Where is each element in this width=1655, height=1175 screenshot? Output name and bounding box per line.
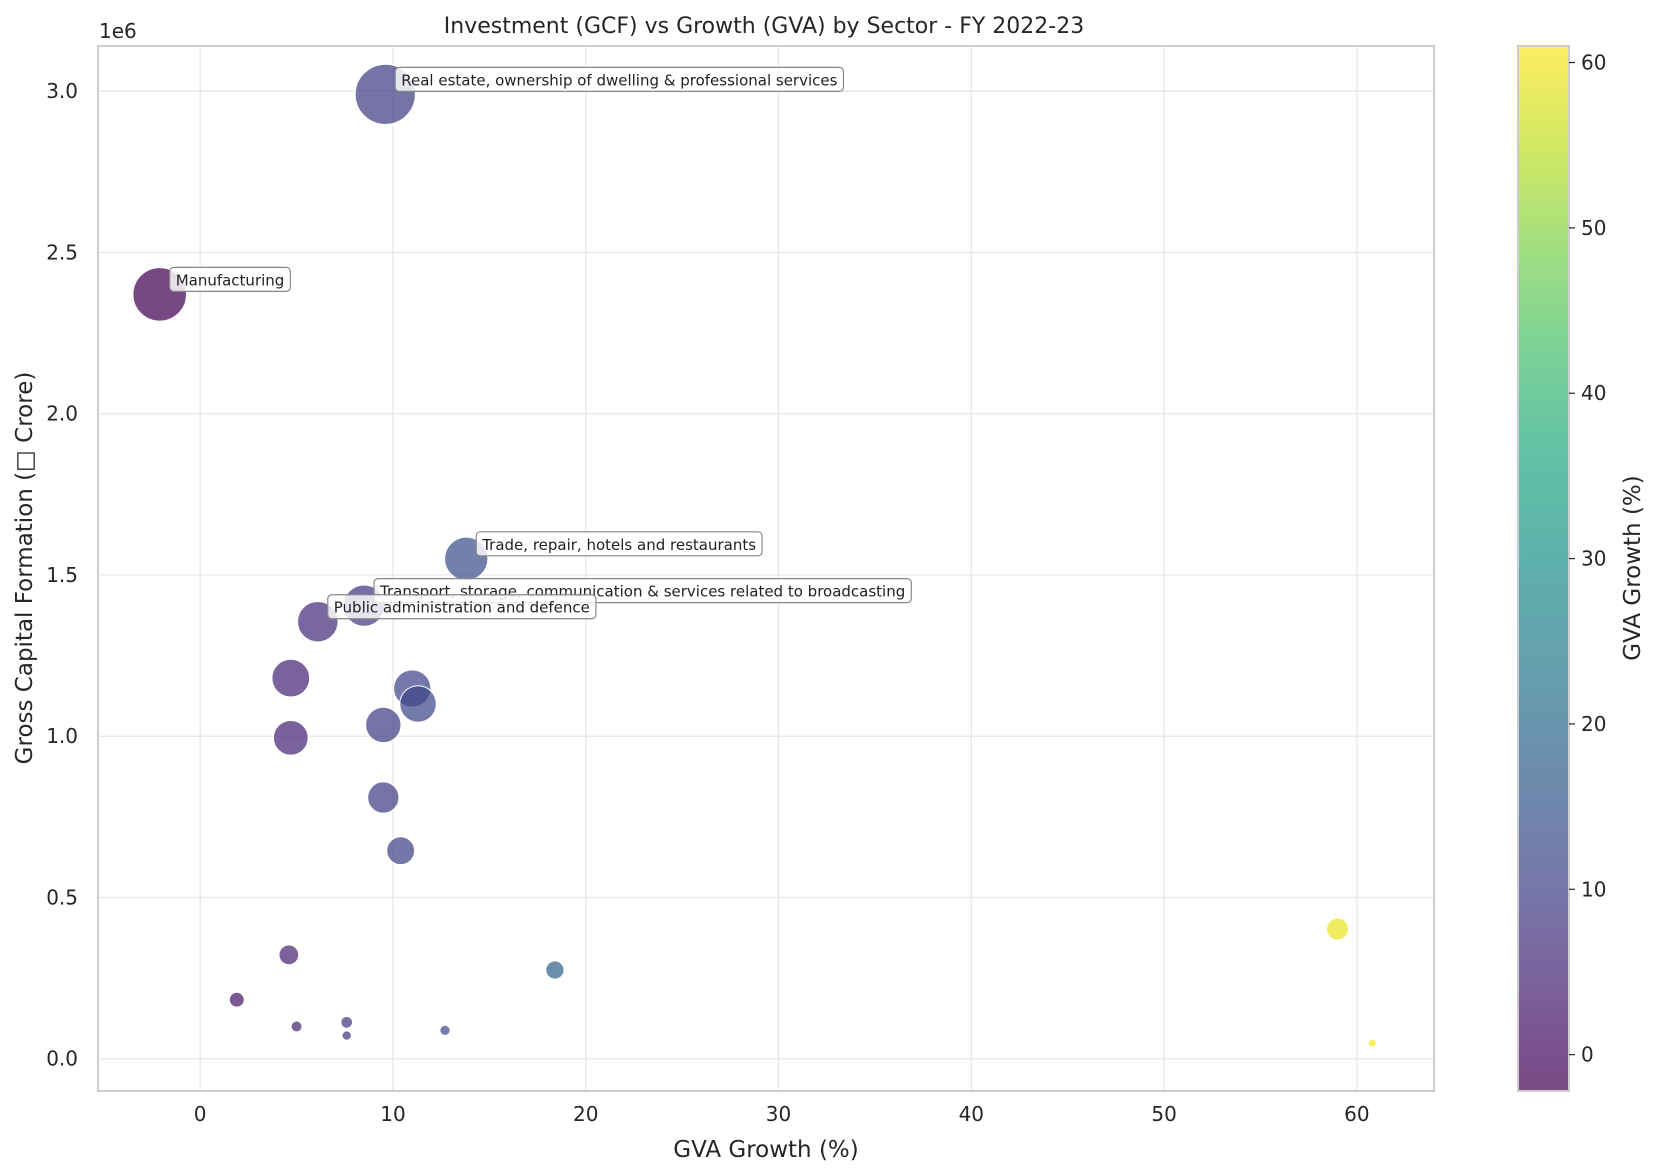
annotations: Real estate, ownership of dwelling & pro… [169, 66, 912, 620]
annotation-label: Real estate, ownership of dwelling & pro… [401, 71, 837, 89]
annotation-label: Trade, repair, hotels and restaurants [481, 536, 756, 554]
x-tick-label: 0 [194, 1102, 207, 1126]
x-axis-ticks: 0 10 20 30 40 50 60 [194, 1102, 1370, 1126]
data-point [341, 1030, 352, 1041]
y-tick-label: 0.0 [46, 1047, 78, 1071]
x-axis-label: GVA Growth (%) [673, 1137, 859, 1163]
y-tick-label: 2.0 [46, 402, 78, 426]
y-axis-ticks: 0.0 0.5 1.0 1.5 2.0 2.5 3.0 [46, 79, 78, 1071]
annotation: Public administration and defence [327, 594, 597, 620]
data-point [545, 960, 565, 980]
annotation-box [169, 266, 291, 292]
data-point [271, 658, 311, 698]
annotation-box [394, 66, 845, 92]
colorbar-label: GVA Growth (%) [1620, 475, 1646, 661]
y-axis-label: Gross Capital Formation (□ Crore) [12, 372, 38, 765]
chart-title: Investment (GCF) vs Growth (GVA) by Sect… [444, 14, 1084, 39]
data-point [367, 781, 400, 814]
x-tick-label: 30 [766, 1102, 791, 1126]
y-tick-label: 0.5 [46, 885, 78, 909]
x-tick-label: 40 [959, 1102, 984, 1126]
grid [98, 46, 1434, 1091]
annotation-box [327, 594, 597, 620]
colorbar-tick-label: 0 [1581, 1043, 1594, 1067]
data-point [290, 1020, 303, 1033]
y-offset-label: 1e6 [99, 19, 137, 43]
data-point [1367, 1038, 1377, 1048]
colorbar-tick-label: 60 [1581, 51, 1606, 75]
x-tick-label: 20 [573, 1102, 598, 1126]
x-tick-label: 60 [1344, 1102, 1369, 1126]
annotation: Manufacturing [169, 266, 291, 292]
data-point [1326, 917, 1350, 941]
annotation: Trade, repair, hotels and restaurants [475, 531, 763, 557]
data-point [386, 836, 416, 866]
data-point [365, 706, 402, 744]
colorbar-tick-label: 30 [1581, 547, 1606, 571]
x-tick-label: 10 [380, 1102, 405, 1126]
colorbar-tick-label: 10 [1581, 877, 1606, 901]
data-point [272, 719, 309, 756]
y-tick-label: 1.0 [46, 724, 78, 748]
data-point [340, 1015, 354, 1029]
colorbar-gradient [1517, 45, 1570, 1092]
colorbar-ticks: 0 10 20 30 40 50 60 [1569, 51, 1606, 1067]
annotation-label: Public administration and defence [334, 599, 590, 617]
colorbar-tick-label: 50 [1581, 216, 1606, 240]
colorbar-tick-label: 20 [1581, 712, 1606, 736]
data-point [399, 685, 437, 723]
colorbar-tick-label: 40 [1581, 381, 1606, 405]
annotation-box [475, 531, 763, 557]
colorbar: 0 10 20 30 40 50 60 GVA Growth (%) [1517, 45, 1646, 1092]
data-point [278, 944, 300, 966]
y-tick-label: 1.5 [46, 563, 78, 587]
data-point [439, 1024, 451, 1037]
y-tick-label: 3.0 [46, 79, 78, 103]
x-tick-label: 50 [1151, 1102, 1176, 1126]
annotation: Real estate, ownership of dwelling & pro… [394, 66, 845, 92]
plot-frame [97, 45, 1435, 1092]
data-point [228, 991, 245, 1008]
y-tick-label: 2.5 [46, 240, 78, 264]
annotation-label: Manufacturing [176, 271, 285, 289]
